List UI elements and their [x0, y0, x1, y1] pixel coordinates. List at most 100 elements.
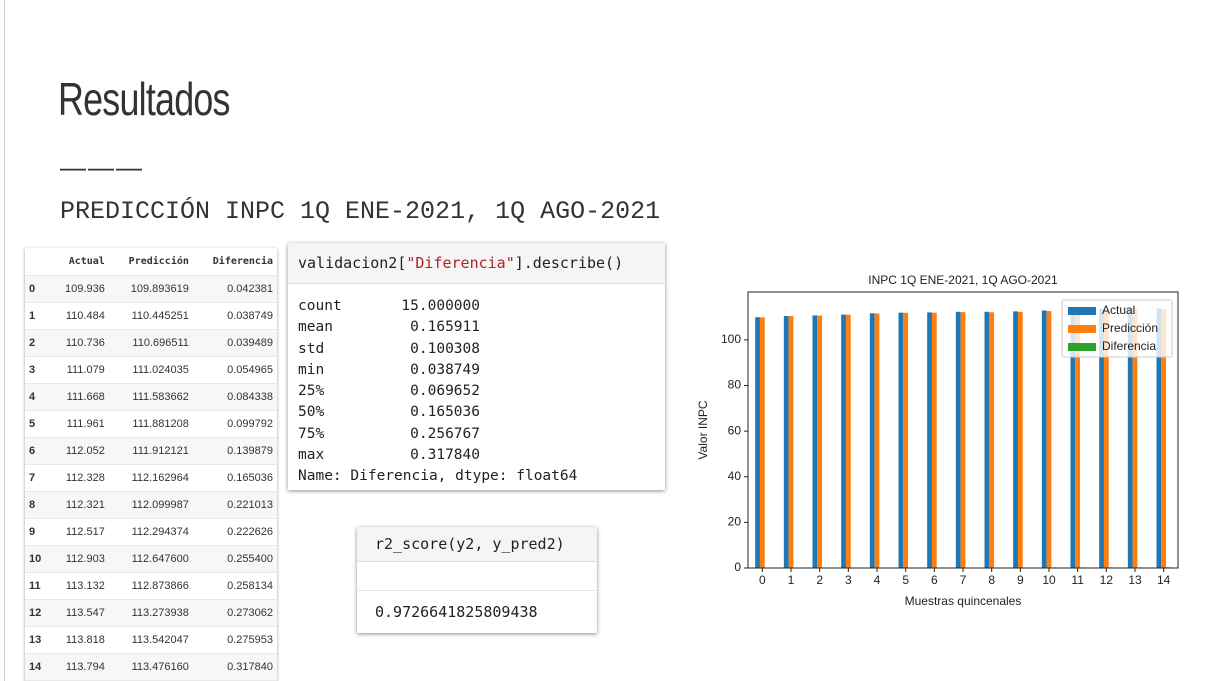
- r2-box: r2_score(y2, y_pred2) 0.9726641825809438: [357, 527, 597, 633]
- x-tick-label: 9: [1017, 573, 1024, 587]
- code-part: ].describe(): [514, 254, 624, 272]
- chart: INPC 1Q ENE-2021, 1Q AGO-2021 Muestras qu…: [696, 273, 1179, 608]
- cell: 113.547: [49, 599, 109, 627]
- y-tick-label: 60: [728, 423, 742, 437]
- x-tick-label: 2: [816, 573, 823, 587]
- cell: 0.165036: [192, 464, 277, 492]
- cell: 111.961: [49, 410, 109, 438]
- x-tick-label: 11: [1071, 573, 1084, 587]
- legend-label: Predicción: [1102, 321, 1158, 335]
- table-row: 3 111.079 111.024035 0.054965: [25, 356, 277, 384]
- cell: 110.736: [49, 329, 109, 357]
- row-index: 8: [25, 491, 50, 519]
- cell: 112.321: [49, 491, 109, 519]
- output-line: 75% 0.256767: [298, 426, 665, 447]
- table-row: 11 113.132 112.873866 0.258134: [25, 572, 277, 600]
- code-cell: r2_score(y2, y_pred2): [357, 527, 597, 562]
- row-index: 7: [25, 464, 50, 492]
- bar: [1099, 309, 1104, 568]
- cell: 0.255400: [192, 545, 277, 573]
- stat-value: 0.165036: [410, 404, 480, 421]
- table-row: 8 112.321 112.099987 0.221013: [25, 491, 277, 519]
- row-index: 4: [25, 383, 50, 411]
- bar: [1075, 310, 1081, 568]
- cell: 113.818: [49, 626, 109, 654]
- row-index: 9: [25, 518, 50, 546]
- y-tick-label: 80: [728, 378, 742, 392]
- table-row: 0 109.936 109.893619 0.042381: [25, 275, 277, 303]
- output-footer: Name: Diferencia, dtype: float64: [298, 468, 578, 485]
- column-header: Diferencia: [192, 248, 277, 276]
- bar: [1103, 309, 1109, 568]
- legend-swatch: [1068, 343, 1096, 351]
- chart-title: INPC 1Q ENE-2021, 1Q AGO-2021: [868, 273, 1058, 287]
- table-row: 12 113.547 113.273938 0.273062: [25, 599, 277, 627]
- output-line: max 0.317840: [298, 447, 665, 468]
- bar: [817, 315, 823, 568]
- cell: 113.542047: [108, 626, 193, 654]
- row-index: 10: [25, 545, 50, 573]
- row-index: 5: [25, 410, 50, 438]
- table-row: 6 112.052 111.912121 0.139879: [25, 437, 277, 465]
- describe-box: validacion2["Diferencia"].describe() coun…: [288, 243, 665, 490]
- y-tick-label: 100: [721, 332, 741, 346]
- stat-value: 0.165911: [410, 319, 480, 336]
- output-line: std 0.100308: [298, 341, 665, 362]
- cell: 112.873866: [108, 572, 193, 600]
- table-row: 7 112.328 112.162964 0.165036: [25, 464, 277, 492]
- y-tick-label: 40: [728, 469, 742, 483]
- row-index: 14: [25, 653, 50, 681]
- bar: [841, 314, 846, 568]
- legend-swatch: [1068, 325, 1096, 333]
- cell: 0.222626: [192, 518, 277, 546]
- x-tick-label: 3: [845, 573, 852, 587]
- table-row: 13 113.818 113.542047 0.275953: [25, 626, 277, 654]
- x-tick-label: 1: [788, 573, 795, 587]
- cell: 0.139879: [192, 437, 277, 465]
- cell: 111.881208: [108, 410, 193, 438]
- stat-value: 15.000000: [401, 298, 480, 314]
- column-header: Predicción: [108, 248, 193, 276]
- x-tick-label: 0: [759, 573, 766, 587]
- bar: [1070, 309, 1076, 568]
- x-tick-label: 12: [1100, 573, 1114, 587]
- legend-label: Diferencia: [1102, 339, 1156, 353]
- row-index: 3: [25, 356, 50, 384]
- bar: [1132, 309, 1138, 568]
- bar: [960, 312, 966, 568]
- row-index: 1: [25, 302, 50, 330]
- cell: 112.903: [49, 545, 109, 573]
- bar: [869, 313, 875, 568]
- rule: ———: [60, 152, 144, 182]
- cell: 110.696511: [108, 329, 193, 357]
- bar: [984, 311, 990, 568]
- cell: 113.132: [49, 572, 109, 600]
- table-row: 10 112.903 112.647600 0.255400: [25, 545, 277, 573]
- code-part: validacion2[: [298, 254, 407, 272]
- bar: [755, 317, 760, 568]
- x-tick-label: 10: [1042, 573, 1056, 587]
- bar: [1041, 310, 1047, 568]
- cell: 111.912121: [108, 437, 193, 465]
- code-part: "Diferencia": [406, 254, 515, 272]
- column-header: Actual: [49, 248, 109, 276]
- bar: [1013, 311, 1018, 568]
- cell: 0.258134: [192, 572, 277, 600]
- bar: [955, 311, 961, 568]
- code-cell: validacion2["Diferencia"].describe(): [288, 243, 665, 284]
- cell: 112.162964: [108, 464, 193, 492]
- table-row: 14 113.794 113.476160 0.317840: [25, 653, 277, 681]
- cell: 111.079: [49, 356, 109, 384]
- y-tick-label: 20: [728, 515, 742, 529]
- stat-value: 0.069652: [410, 383, 480, 400]
- cell: 0.273062: [192, 599, 277, 627]
- index-header: [25, 248, 50, 276]
- x-tick-label: 6: [931, 573, 938, 587]
- cell: 0.099792: [192, 410, 277, 438]
- row-index: 11: [25, 572, 50, 600]
- cell: 113.273938: [108, 599, 193, 627]
- cell: 113.794: [49, 653, 109, 681]
- bar: [1156, 308, 1162, 568]
- bar: [874, 313, 880, 568]
